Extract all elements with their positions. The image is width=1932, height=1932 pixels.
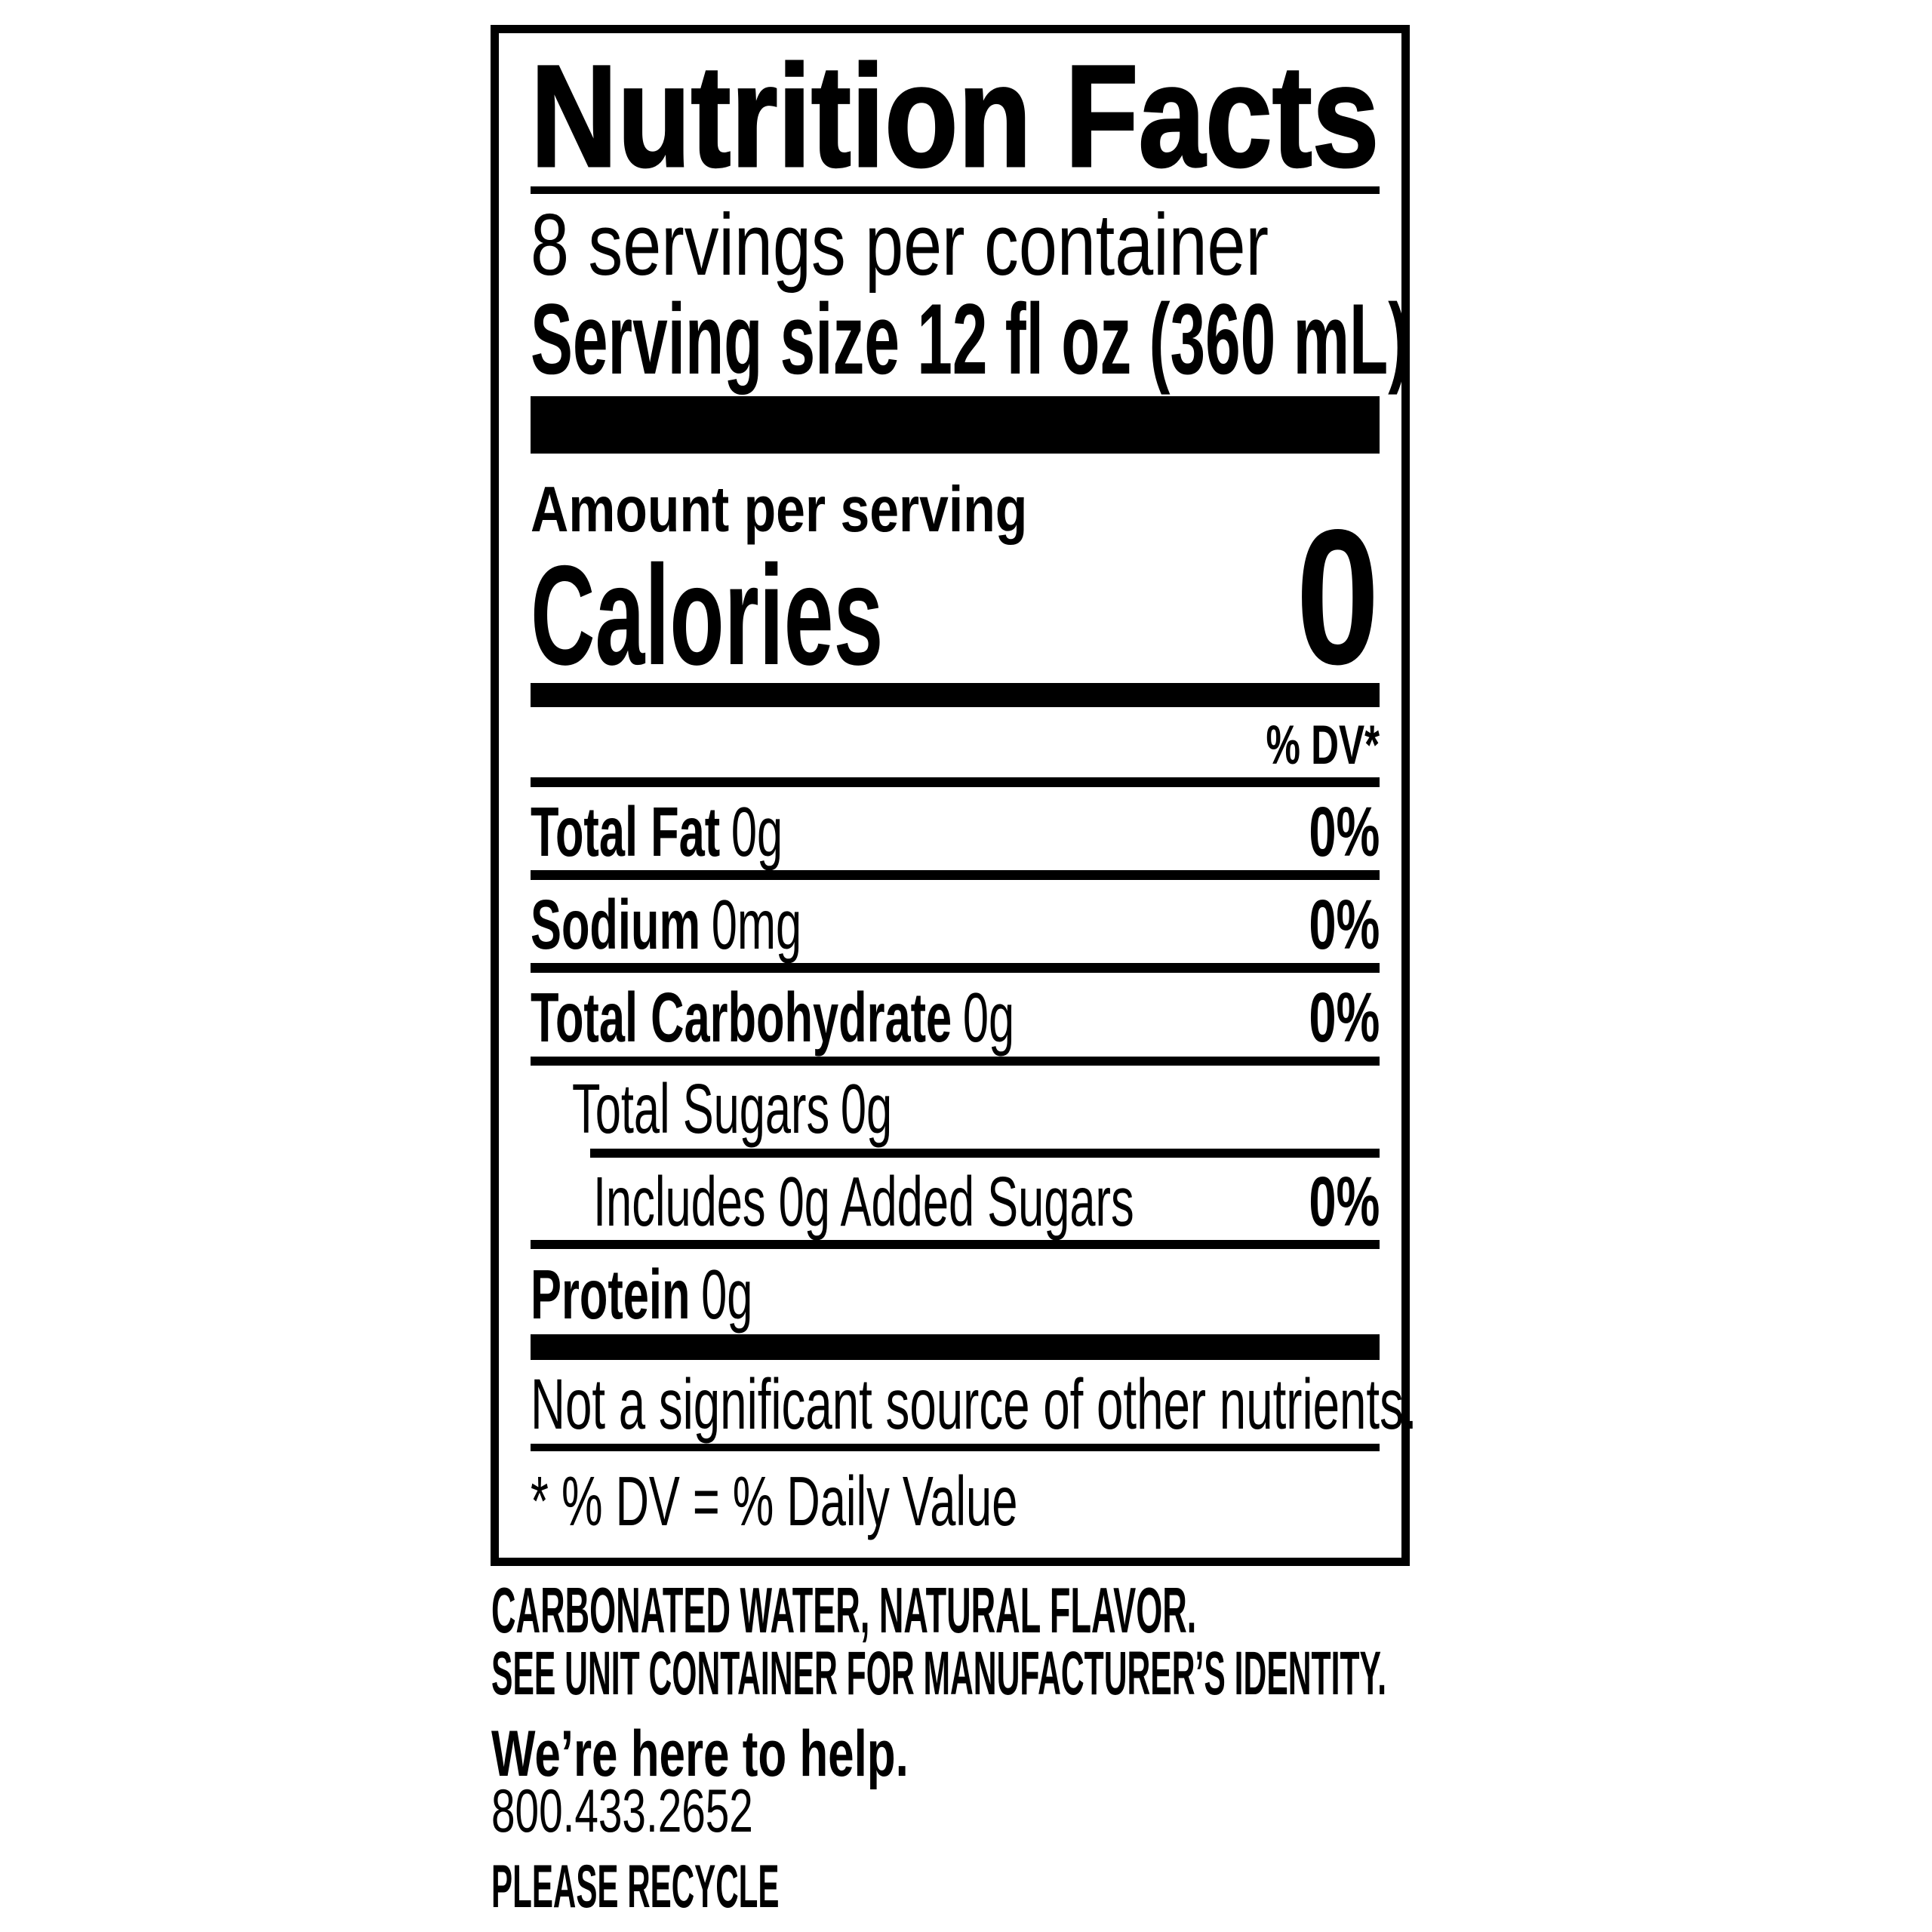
label-title: Nutrition Facts	[530, 35, 1553, 197]
row-total-fat-amount: 0g	[731, 792, 783, 871]
divider-under-title	[531, 186, 1380, 194]
row-total-fat-label: Total Fat	[531, 792, 721, 871]
row-sodium-label: Sodium	[531, 885, 701, 964]
divider-indented	[590, 1149, 1380, 1158]
amount-per-serving: Amount per serving	[531, 474, 1028, 546]
row-total-sugars: Total Sugars 0g	[572, 1074, 1057, 1144]
row-sodium: Sodium 0mg	[531, 890, 941, 960]
serving-size: Serving size 12 fl oz (360 mL)	[531, 284, 1410, 395]
footnote-daily-value: * % DV = % Daily Value	[531, 1462, 1018, 1540]
servings-per-container: 8 servings per container	[531, 195, 1269, 294]
row-total-carbohydrate-label: Total Carbohydrate	[531, 978, 952, 1057]
footnote-nutrients: Not a significant source of other nutrie…	[531, 1364, 1417, 1444]
row-sodium-dv: 0%	[1308, 885, 1380, 964]
thick-bar-top	[531, 396, 1380, 454]
row-total-carbohydrate: Total Carbohydrate 0g	[531, 983, 1263, 1053]
ingredients-line: CARBONATED WATER, NATURAL FLAVOR.	[491, 1575, 1197, 1647]
row-total-sugars-label: Total Sugars	[572, 1069, 830, 1148]
row-total-sugars-amount: 0g	[840, 1069, 893, 1148]
divider	[531, 1240, 1380, 1249]
divider	[531, 777, 1380, 787]
row-sodium-amount: 0mg	[711, 885, 802, 964]
recycle-note: PLEASE RECYCLE	[491, 1853, 780, 1921]
calories-label: Calories	[531, 536, 884, 694]
manufacturer-note: SEE UNIT CONTAINER FOR MANUFACTURER’S ID…	[491, 1639, 1387, 1708]
divider	[531, 1444, 1380, 1451]
row-total-fat-dv: 0%	[1308, 792, 1380, 871]
nutrition-facts-label: Nutrition Facts 8 servings per container…	[491, 25, 1417, 1566]
thick-bar-under-calories	[531, 683, 1380, 707]
thick-bar-under-protein	[531, 1334, 1380, 1360]
divider	[531, 963, 1380, 973]
row-protein-label: Protein	[531, 1255, 691, 1334]
calories-value: 0	[1296, 490, 1380, 705]
row-added-sugars-dv: 0%	[1308, 1162, 1380, 1241]
row-total-fat: Total Fat 0g	[531, 797, 912, 867]
row-protein-amount: 0g	[701, 1255, 753, 1334]
divider	[531, 1057, 1380, 1066]
row-protein: Protein 0g	[531, 1260, 867, 1330]
row-total-carbohydrate-dv: 0%	[1308, 978, 1380, 1057]
divider	[531, 870, 1380, 880]
help-phone-number: 800.433.2652	[491, 1777, 753, 1845]
help-heading: We’re here to help.	[491, 1718, 909, 1790]
row-total-carbohydrate-amount: 0g	[962, 978, 1015, 1057]
row-added-sugars-label: Includes 0g Added Sugars	[593, 1162, 1134, 1241]
row-added-sugars: Includes 0g Added Sugars	[593, 1167, 1413, 1237]
daily-value-header: % DV*	[1266, 715, 1380, 776]
label-title-text: Nutrition Facts	[530, 35, 1380, 197]
